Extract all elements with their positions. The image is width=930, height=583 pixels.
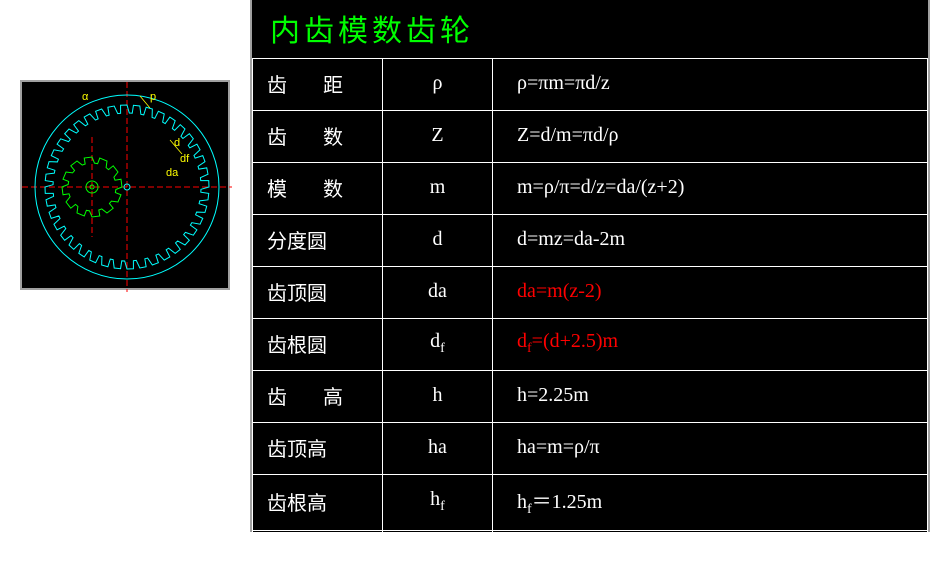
param-formula: ρ=πm=πd/z [493, 59, 928, 111]
param-symbol: ha [383, 423, 493, 475]
param-symbol: d [383, 215, 493, 267]
param-name: 齿根高 [253, 475, 383, 531]
param-symbol: m [383, 163, 493, 215]
table-row: 分度圆dd=mz=da-2m [253, 215, 928, 267]
param-name: 齿 厚 [253, 531, 383, 583]
param-name: 齿 高 [253, 371, 383, 423]
svg-text:df: df [180, 153, 190, 165]
table-row: 齿顶高haha=m=ρ/π [253, 423, 928, 475]
param-symbol: da [383, 267, 493, 319]
table-row: 齿根高hfhf＝1.25m [253, 475, 928, 531]
param-symbol: df [383, 319, 493, 371]
param-formula: Z=d/m=πd/ρ [493, 111, 928, 163]
param-formula: df=(d+2.5)m [493, 319, 928, 371]
table-row: 齿 高hh=2.25m [253, 371, 928, 423]
gear-diagram: α p ddfda [20, 80, 230, 290]
param-formula: ha=m=ρ/π [493, 423, 928, 475]
formula-panel: 内齿模数齿轮 齿 距ρρ=πm=πd/z齿 数ZZ=d/m=πd/ρ模 数mm=… [250, 0, 930, 532]
svg-text:p: p [150, 91, 156, 103]
svg-text:d: d [174, 137, 180, 149]
param-formula: d=mz=da-2m [493, 215, 928, 267]
param-symbol: Z [383, 111, 493, 163]
param-name: 分度圆 [253, 215, 383, 267]
param-formula: h=2.25m [493, 371, 928, 423]
param-symbol: S [383, 531, 493, 583]
param-name: 齿 距 [253, 59, 383, 111]
svg-text:α: α [82, 91, 89, 103]
gear-svg: α p ddfda [22, 82, 232, 292]
diagram-panel: α p ddfda [0, 70, 250, 300]
param-formula: m=ρ/π=d/z=da/(z+2) [493, 163, 928, 215]
param-name: 齿顶圆 [253, 267, 383, 319]
param-formula: hf＝1.25m [493, 475, 928, 531]
svg-text:da: da [166, 167, 179, 179]
param-formula: S=ρ/2=πm/2 [493, 531, 928, 583]
param-name: 模 数 [253, 163, 383, 215]
param-symbol: ρ [383, 59, 493, 111]
table-row: 齿顶圆dada=m(z-2) [253, 267, 928, 319]
table-row: 齿 距ρρ=πm=πd/z [253, 59, 928, 111]
formula-table: 齿 距ρρ=πm=πd/z齿 数ZZ=d/m=πd/ρ模 数mm=ρ/π=d/z… [252, 58, 928, 583]
param-formula: da=m(z-2) [493, 267, 928, 319]
param-name: 齿 数 [253, 111, 383, 163]
page-title: 内齿模数齿轮 [252, 0, 928, 58]
table-row: 齿根圆dfdf=(d+2.5)m [253, 319, 928, 371]
param-symbol: hf [383, 475, 493, 531]
table-row: 模 数mm=ρ/π=d/z=da/(z+2) [253, 163, 928, 215]
table-row: 齿 厚SS=ρ/2=πm/2 [253, 531, 928, 583]
param-name: 齿根圆 [253, 319, 383, 371]
param-name: 齿顶高 [253, 423, 383, 475]
table-row: 齿 数ZZ=d/m=πd/ρ [253, 111, 928, 163]
param-symbol: h [383, 371, 493, 423]
